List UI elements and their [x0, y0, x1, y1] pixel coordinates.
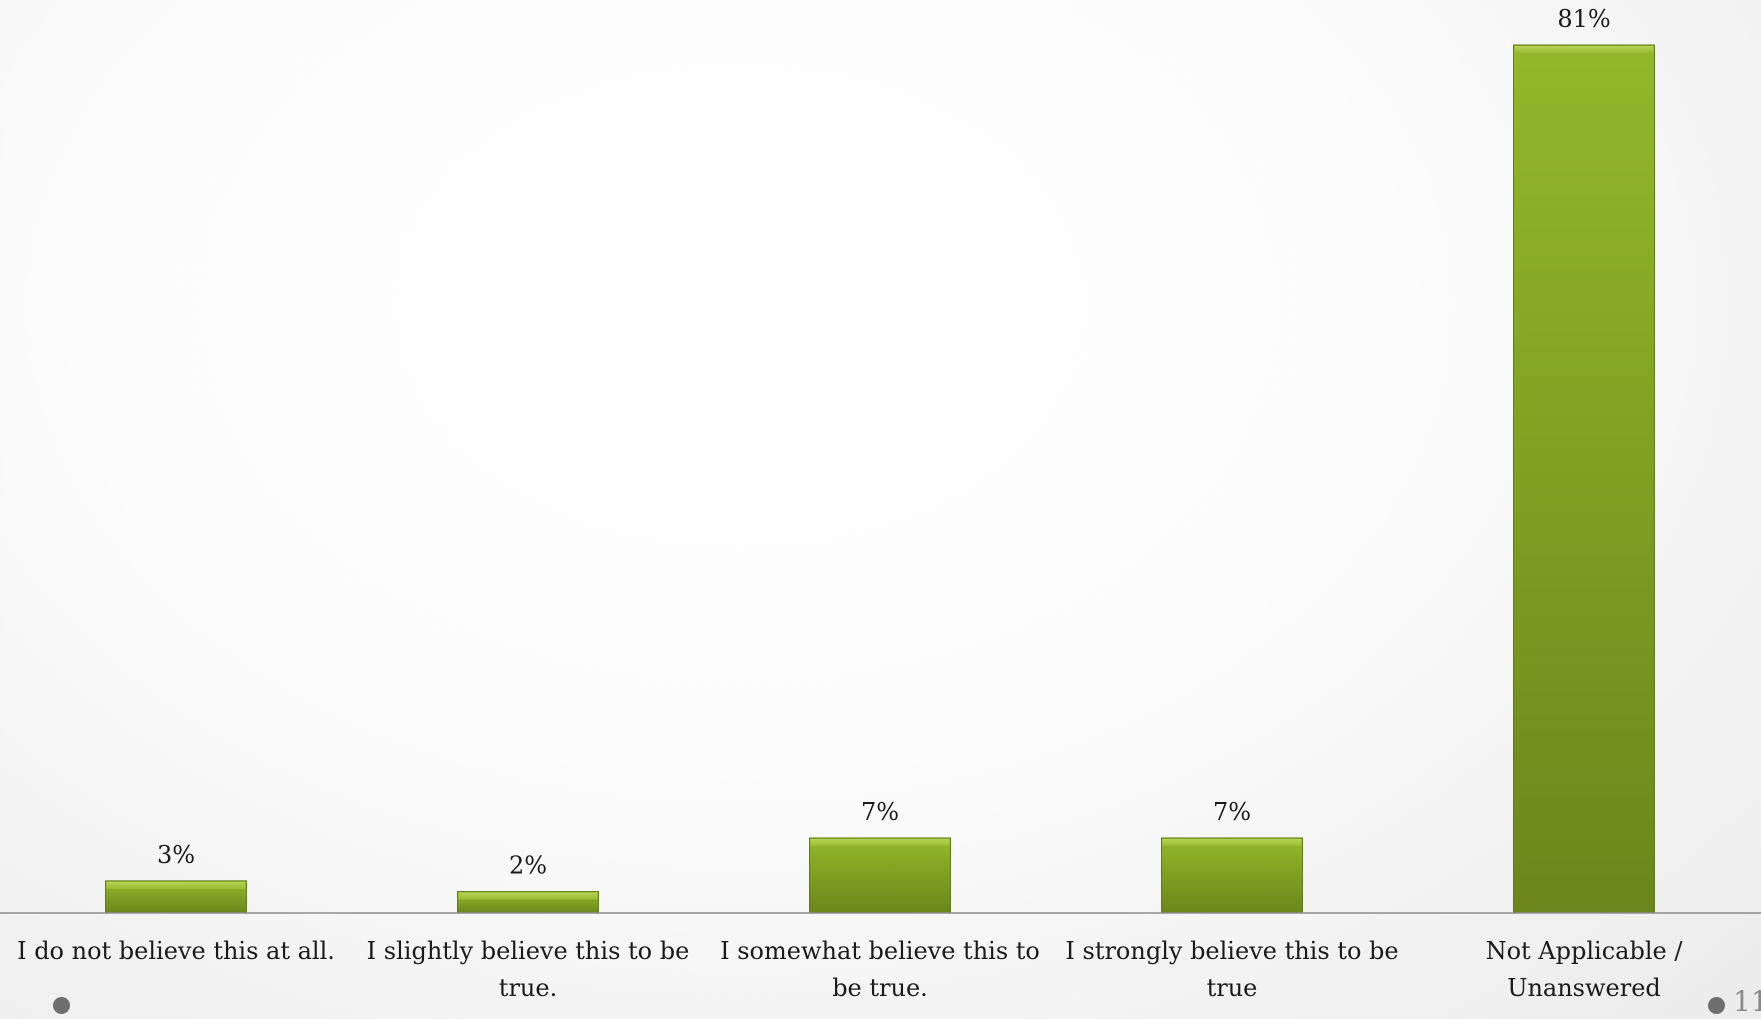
category-label-2: I slightly believe this to be true. — [367, 937, 690, 1002]
data-label-5: 81% — [1557, 5, 1610, 33]
category-label-3: I somewhat believe this to be true. — [720, 937, 1040, 1002]
bar-5-bevel — [1514, 46, 1654, 53]
data-labels-group: 3% 2% 7% 7% 81% — [157, 5, 1611, 880]
bar-1-bevel — [106, 881, 246, 889]
bar-3-bevel — [810, 838, 950, 846]
bullet-dot-right — [1708, 997, 1725, 1014]
category-label-5: Not Applicable / Unanswered — [1486, 937, 1684, 1002]
data-label-4: 7% — [1213, 798, 1251, 826]
bar-2-bevel — [458, 892, 598, 900]
data-label-1: 3% — [157, 841, 195, 869]
data-label-3: 7% — [861, 798, 899, 826]
bar-4-bevel — [1162, 838, 1302, 846]
data-label-2: 2% — [509, 852, 547, 880]
bullet-dot-left — [53, 997, 70, 1014]
bars-group — [105, 44, 1655, 914]
category-label-1: I do not believe this at all. — [17, 937, 335, 965]
category-label-4: I strongly believe this to be true — [1065, 937, 1398, 1002]
bar-3 — [809, 837, 951, 914]
category-labels-group: I do not believe this at all. I slightly … — [17, 937, 1683, 1002]
bar-5 — [1513, 44, 1655, 914]
bar-4 — [1161, 837, 1303, 914]
slide-number: 11 — [1733, 985, 1761, 1018]
